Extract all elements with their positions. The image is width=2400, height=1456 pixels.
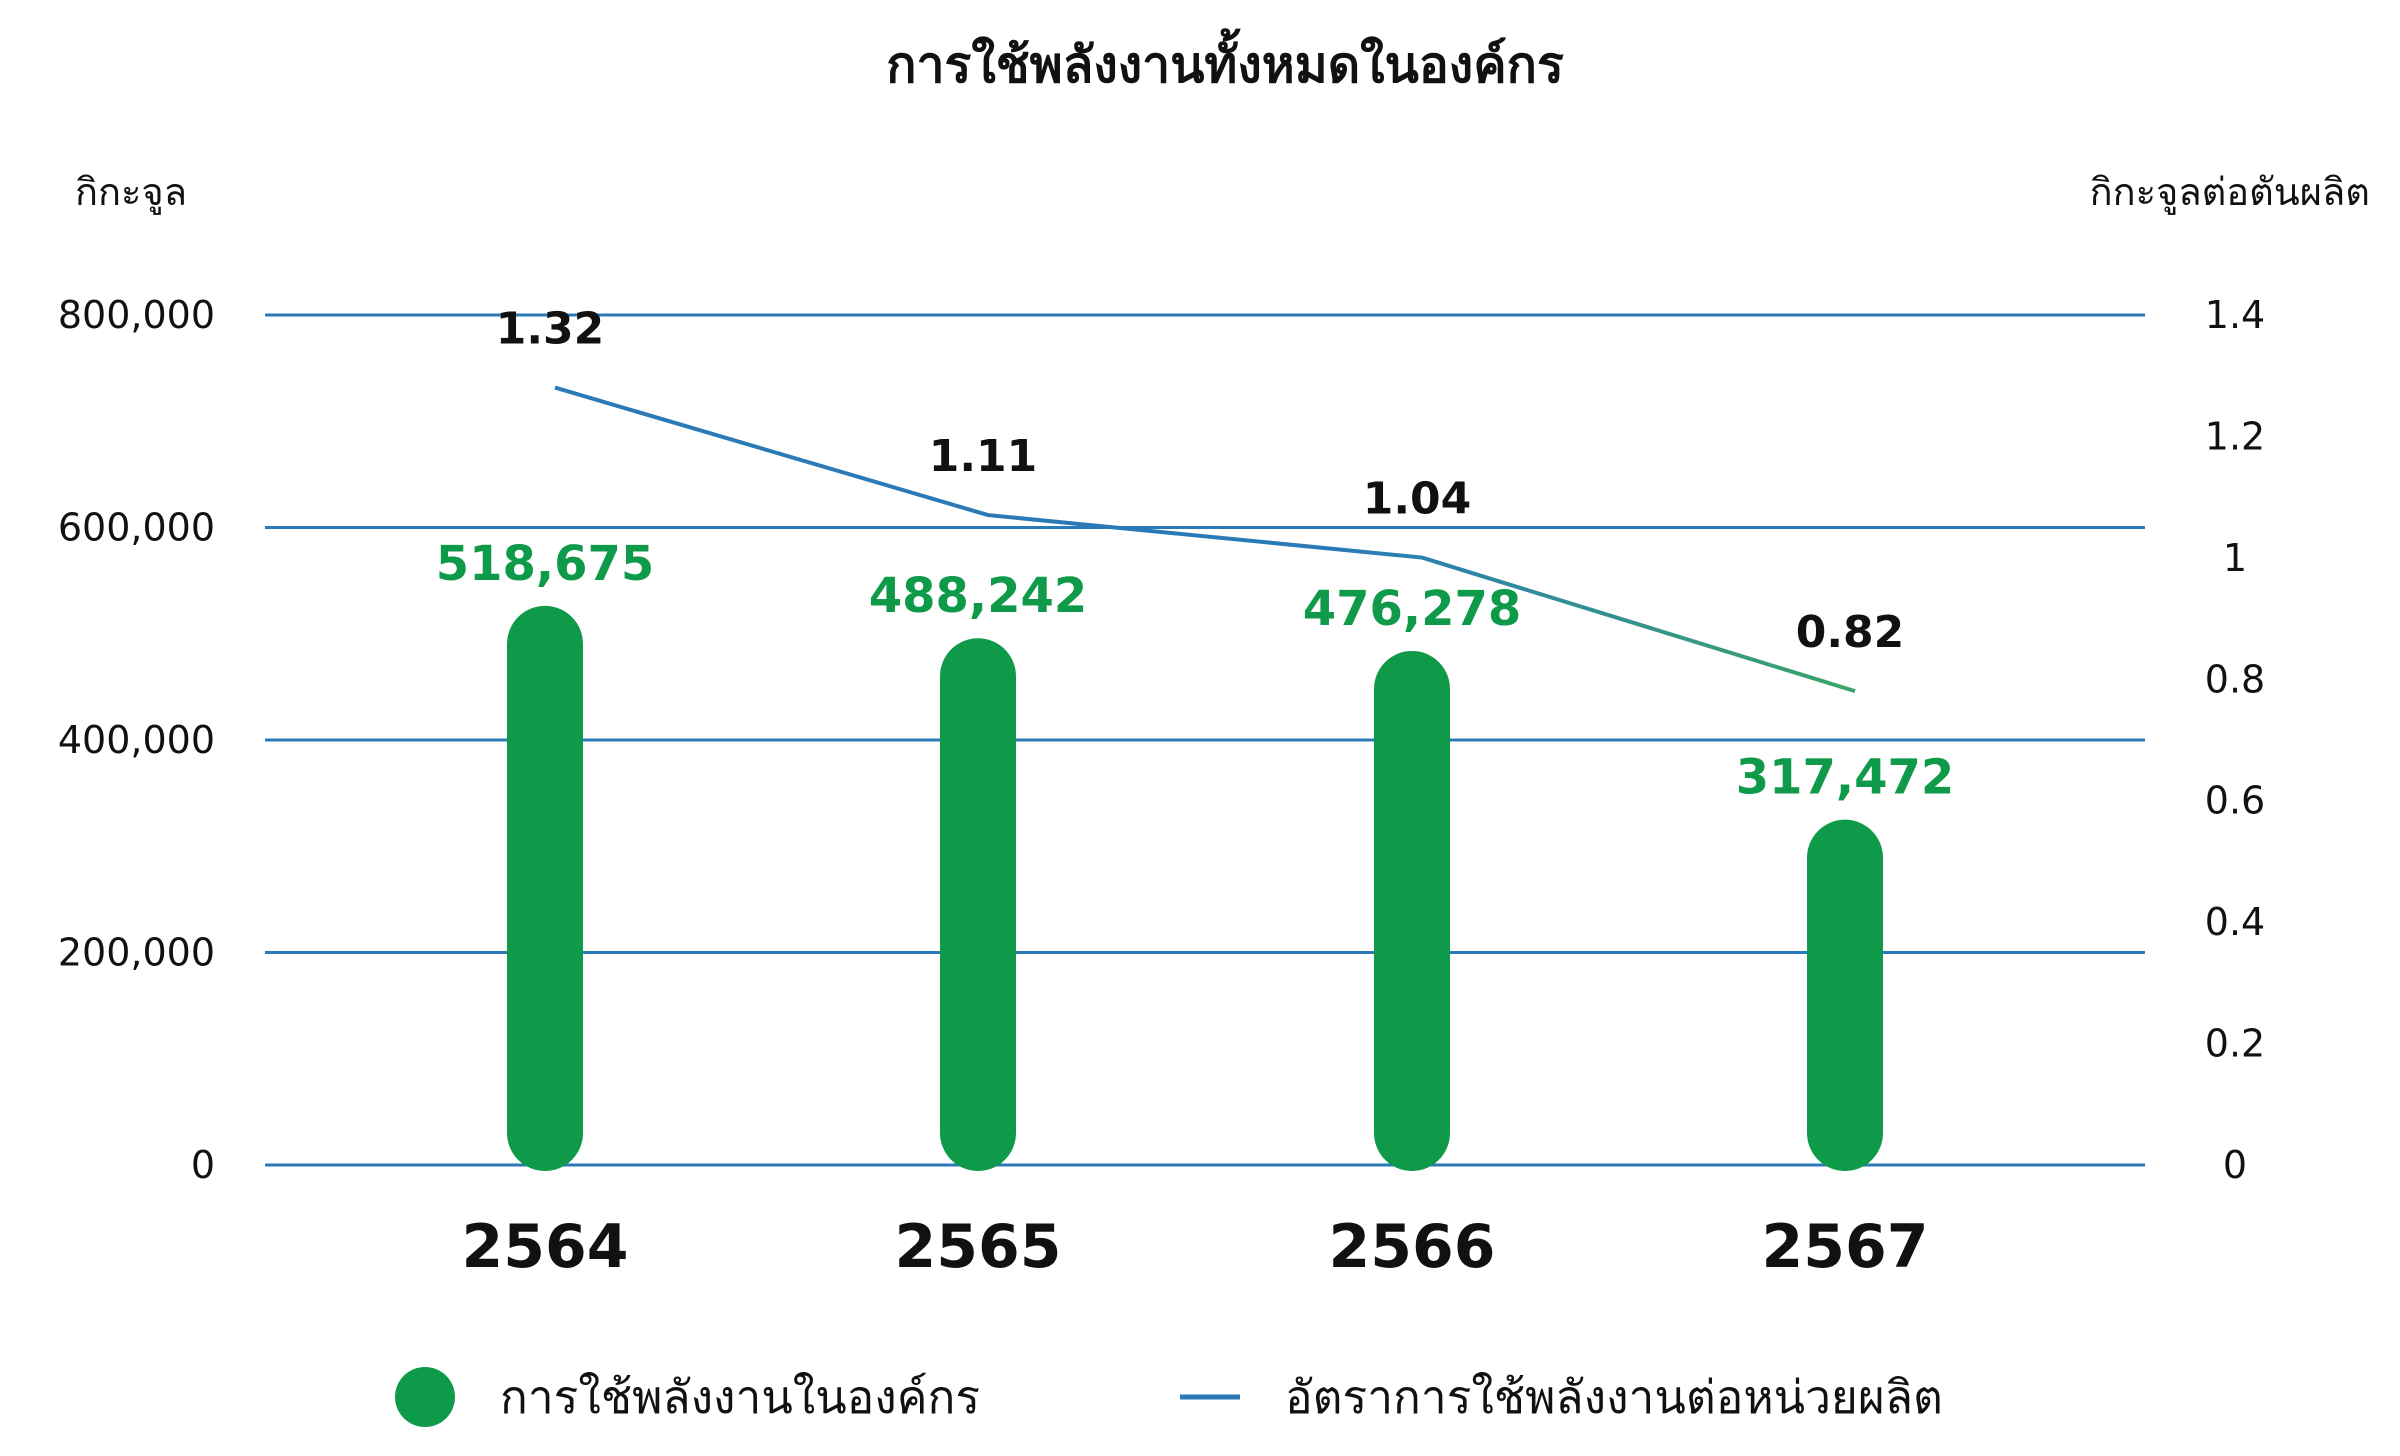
bar-value-label: 317,472: [1736, 750, 1955, 806]
right-tick-label: 0.6: [2205, 779, 2265, 823]
right-tick-label: 1.4: [2205, 293, 2265, 337]
bar: [1807, 819, 1883, 1171]
bar-value-label: 488,242: [869, 568, 1088, 624]
line-value-labels: 1.32 1.11 1.04 0.82: [496, 304, 1905, 659]
x-tick-label: 2566: [1329, 1212, 1496, 1282]
bar: [940, 638, 1016, 1171]
bar-value-label: 476,278: [1303, 581, 1522, 637]
legend: การใช้พลังงานในองค์กร อัตราการใช้พลังงาน…: [395, 1367, 1943, 1427]
left-axis-label: กิกะจูล: [75, 170, 187, 215]
right-tick-label: 1: [2223, 536, 2247, 580]
right-tick-label: 0.2: [2205, 1022, 2265, 1066]
legend-label-line: อัตราการใช้พลังงานต่อหน่วยผลิต: [1285, 1370, 1943, 1424]
left-tick-label: 800,000: [58, 293, 215, 337]
line-value-label: 1.32: [496, 304, 605, 355]
bar-series: [507, 605, 1883, 1171]
line-path: [554, 385, 1856, 694]
chart-title: การใช้พลังงานทั้งหมดในองค์กร: [886, 28, 1564, 94]
x-tick-label: 2567: [1762, 1212, 1929, 1282]
right-tick-label: 1.2: [2205, 414, 2265, 458]
right-tick-label: 0: [2223, 1143, 2247, 1187]
line-value-label: 0.82: [1796, 607, 1905, 658]
line-value-label: 1.11: [929, 431, 1038, 482]
left-tick-label: 200,000: [58, 931, 215, 975]
x-tick-label: 2565: [895, 1212, 1062, 1282]
right-tick-label: 0.8: [2205, 657, 2265, 701]
x-axis-ticks: 2564 2565 2566 2567: [462, 1212, 1929, 1282]
left-axis-ticks: 0 200,000 400,000 600,000 800,000: [58, 293, 215, 1187]
bar: [1374, 650, 1450, 1171]
bar-value-label: 518,675: [436, 536, 655, 592]
left-tick-label: 400,000: [58, 718, 215, 762]
left-tick-label: 600,000: [58, 506, 215, 550]
bar-value-labels: 518,675 488,242 476,278 317,472: [436, 536, 1955, 806]
right-axis-label: กิกะจูลต่อตันผลิต: [2090, 170, 2370, 215]
legend-swatch-bars: [395, 1367, 455, 1427]
line-value-label: 1.04: [1363, 474, 1472, 525]
x-tick-label: 2564: [462, 1212, 629, 1282]
line-series: [554, 385, 1856, 694]
legend-label-bars: การใช้พลังงานในองค์กร: [500, 1370, 980, 1424]
right-axis-ticks: 0 0.2 0.4 0.6 0.8 1 1.2 1.4: [2205, 293, 2265, 1187]
left-tick-label: 0: [191, 1143, 215, 1187]
right-tick-label: 0.4: [2205, 900, 2265, 944]
bar: [507, 605, 583, 1171]
